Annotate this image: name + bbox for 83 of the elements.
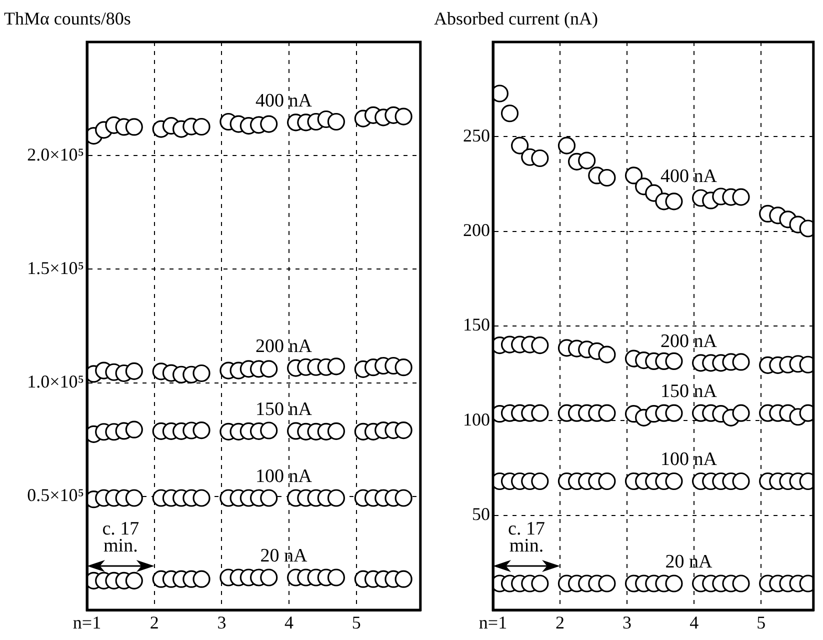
point (192, 489, 210, 507)
x-tick-label: 2 (556, 612, 565, 633)
point (531, 574, 549, 592)
point (260, 360, 278, 378)
point (665, 192, 683, 210)
series-label: 400 nA (256, 90, 312, 112)
point (125, 489, 143, 507)
y-axis-title: Absorbed current (nA) (434, 8, 598, 29)
point (732, 472, 750, 490)
y-tick-label: 1.0×10⁵ (27, 372, 84, 392)
series-label: 200 nA (660, 330, 718, 352)
point (394, 489, 412, 507)
y-axis-title: ThMα counts/80s (4, 8, 131, 29)
point (192, 364, 210, 382)
point (394, 421, 412, 440)
x-tick-label: 5 (756, 612, 766, 633)
series-label: 20 nA (260, 545, 308, 566)
series-label: 400 nA (660, 166, 718, 187)
point (598, 472, 616, 490)
y-tick-label: 50 (472, 504, 490, 524)
point (558, 136, 576, 154)
point (598, 346, 616, 364)
x-tick-label: 3 (622, 612, 632, 633)
point (125, 362, 143, 380)
y-tick-label: 200 (463, 220, 490, 240)
point (260, 489, 278, 507)
point (327, 358, 346, 376)
point (665, 404, 683, 422)
x-tick-label: 2 (150, 612, 159, 633)
point (578, 152, 596, 170)
x-tick-label: n=1 (72, 612, 102, 633)
point (531, 336, 549, 354)
point (531, 472, 549, 490)
point (531, 149, 549, 168)
point (394, 358, 412, 376)
point (327, 568, 346, 586)
point (531, 404, 549, 422)
annotation: c. 17 min. (102, 518, 140, 556)
x-tick-label: n=1 (478, 612, 508, 633)
point (732, 353, 750, 371)
point (732, 404, 750, 422)
y-tick-label: 250 (463, 125, 490, 146)
y-tick-label: 2.0×10⁵ (27, 144, 84, 164)
point (511, 136, 529, 154)
point (732, 574, 750, 592)
series-label: 200 nA (256, 336, 312, 358)
point (665, 574, 683, 592)
point (665, 352, 683, 370)
y-tick-label: 100 (463, 409, 490, 430)
series-label: 150 nA (660, 381, 718, 402)
point (327, 112, 346, 131)
series-label: 100 nA (660, 449, 718, 470)
point (192, 421, 210, 440)
point (598, 574, 616, 592)
point (192, 570, 210, 588)
point (598, 404, 616, 422)
point (260, 568, 278, 586)
point (327, 422, 346, 440)
point (500, 104, 519, 122)
point (260, 422, 278, 440)
x-tick-label: 3 (217, 612, 226, 633)
y-tick-label: 150 (463, 314, 490, 335)
annotation: c. 17 min. (508, 518, 545, 556)
point (624, 166, 643, 184)
x-tick-label: 4 (690, 612, 699, 633)
point (125, 118, 143, 136)
point (665, 472, 683, 490)
x-tick-label: 4 (284, 612, 294, 633)
point (125, 420, 143, 438)
point (394, 108, 412, 126)
point (192, 118, 210, 136)
point (125, 572, 143, 590)
x-tick-label: 5 (352, 612, 361, 633)
point (732, 188, 750, 206)
series-label: 100 nA (256, 466, 312, 487)
point (394, 570, 412, 588)
point (598, 168, 616, 187)
point (260, 115, 278, 133)
series-label: 20 nA (665, 551, 713, 572)
point (327, 489, 346, 507)
y-tick-label: 1.5×10⁵ (27, 258, 84, 278)
series-label: 150 nA (256, 398, 312, 420)
y-tick-label: 0.5×10⁵ (27, 485, 84, 506)
